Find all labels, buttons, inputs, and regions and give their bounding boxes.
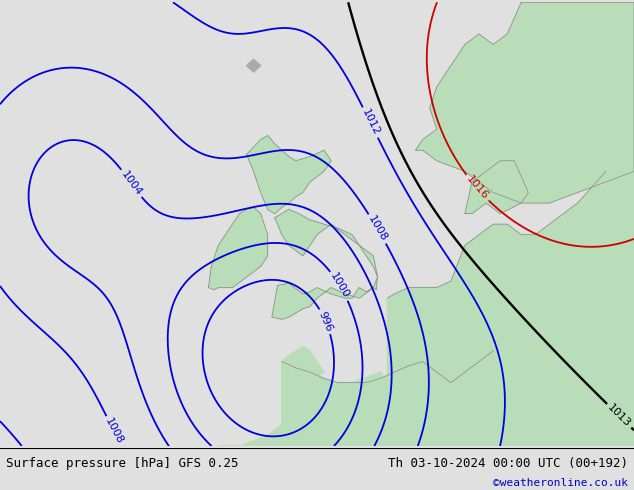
Polygon shape: [247, 59, 261, 72]
Text: Surface pressure [hPa] GFS 0.25: Surface pressure [hPa] GFS 0.25: [6, 457, 239, 469]
Text: 1000: 1000: [328, 271, 351, 300]
Polygon shape: [281, 347, 324, 376]
Polygon shape: [387, 150, 634, 446]
Polygon shape: [465, 161, 528, 214]
Text: 996: 996: [317, 310, 334, 333]
Text: 1008: 1008: [103, 416, 125, 446]
Text: Th 03-10-2024 00:00 UTC (00+192): Th 03-10-2024 00:00 UTC (00+192): [387, 457, 628, 469]
Text: 1013: 1013: [605, 402, 633, 429]
Text: 1008: 1008: [366, 214, 389, 244]
Text: 1012: 1012: [359, 108, 381, 137]
Text: 1016: 1016: [464, 174, 490, 202]
Polygon shape: [247, 135, 331, 214]
Polygon shape: [281, 351, 493, 446]
Text: 1004: 1004: [119, 169, 144, 197]
Text: ©weatheronline.co.uk: ©weatheronline.co.uk: [493, 478, 628, 488]
Polygon shape: [272, 277, 378, 319]
Polygon shape: [416, 2, 634, 203]
Polygon shape: [218, 372, 401, 446]
Polygon shape: [209, 207, 268, 290]
Polygon shape: [275, 209, 378, 277]
